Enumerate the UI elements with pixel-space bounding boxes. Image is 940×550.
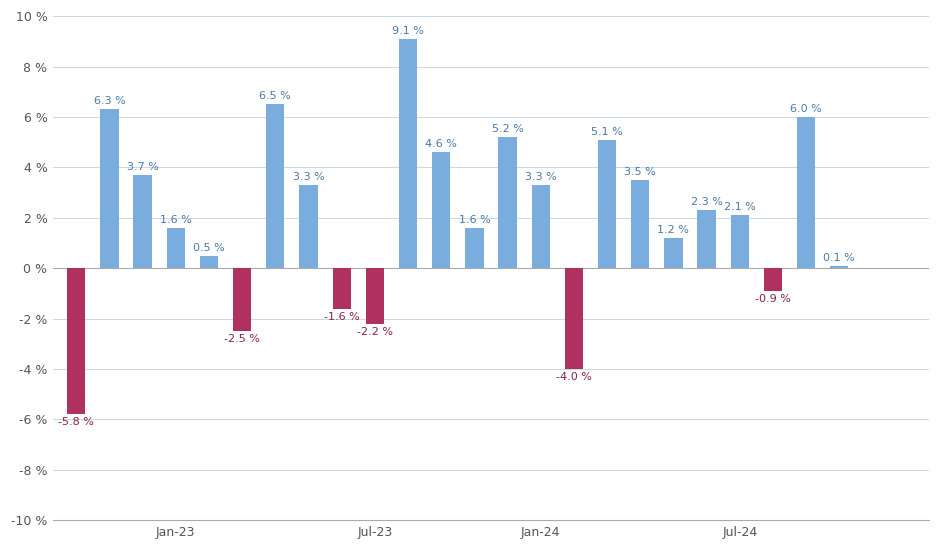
Bar <box>631 180 650 268</box>
Text: 3.7 %: 3.7 % <box>127 162 159 172</box>
Text: 3.3 %: 3.3 % <box>525 172 556 182</box>
Text: -5.8 %: -5.8 % <box>58 417 94 427</box>
Text: 6.3 %: 6.3 % <box>94 96 125 106</box>
Text: 5.1 %: 5.1 % <box>591 126 623 136</box>
Bar <box>498 137 517 268</box>
Bar <box>532 185 550 268</box>
Bar <box>830 266 849 268</box>
Text: -0.9 %: -0.9 % <box>755 294 791 304</box>
Bar <box>101 109 118 268</box>
Text: 6.0 %: 6.0 % <box>791 104 822 114</box>
Bar <box>67 268 86 415</box>
Bar <box>598 140 617 268</box>
Text: -1.6 %: -1.6 % <box>323 312 359 322</box>
Bar <box>465 228 483 268</box>
Text: 1.2 %: 1.2 % <box>657 225 689 235</box>
Text: 3.5 %: 3.5 % <box>624 167 656 177</box>
Bar <box>266 104 285 268</box>
Bar <box>665 238 682 268</box>
Text: -2.2 %: -2.2 % <box>357 327 393 337</box>
Bar <box>133 175 151 268</box>
Bar <box>432 152 450 268</box>
Bar <box>233 268 251 331</box>
Text: 1.6 %: 1.6 % <box>459 215 491 225</box>
Bar <box>565 268 583 369</box>
Text: -2.5 %: -2.5 % <box>225 334 260 344</box>
Bar <box>366 268 384 324</box>
Bar <box>333 268 351 309</box>
Text: 9.1 %: 9.1 % <box>392 26 424 36</box>
Text: 0.1 %: 0.1 % <box>823 252 855 263</box>
Text: 3.3 %: 3.3 % <box>292 172 324 182</box>
Bar <box>200 256 218 268</box>
Bar <box>797 117 815 268</box>
Bar <box>299 185 318 268</box>
Bar <box>697 210 715 268</box>
Text: 2.3 %: 2.3 % <box>691 197 723 207</box>
Text: -4.0 %: -4.0 % <box>556 372 592 382</box>
Text: 4.6 %: 4.6 % <box>425 139 457 149</box>
Text: 5.2 %: 5.2 % <box>492 124 524 134</box>
Bar <box>166 228 185 268</box>
Bar <box>764 268 782 291</box>
Text: 2.1 %: 2.1 % <box>724 202 756 212</box>
Text: 1.6 %: 1.6 % <box>160 215 192 225</box>
Text: 0.5 %: 0.5 % <box>193 243 225 252</box>
Bar <box>399 39 417 268</box>
Text: 6.5 %: 6.5 % <box>259 91 291 101</box>
Bar <box>730 215 749 268</box>
